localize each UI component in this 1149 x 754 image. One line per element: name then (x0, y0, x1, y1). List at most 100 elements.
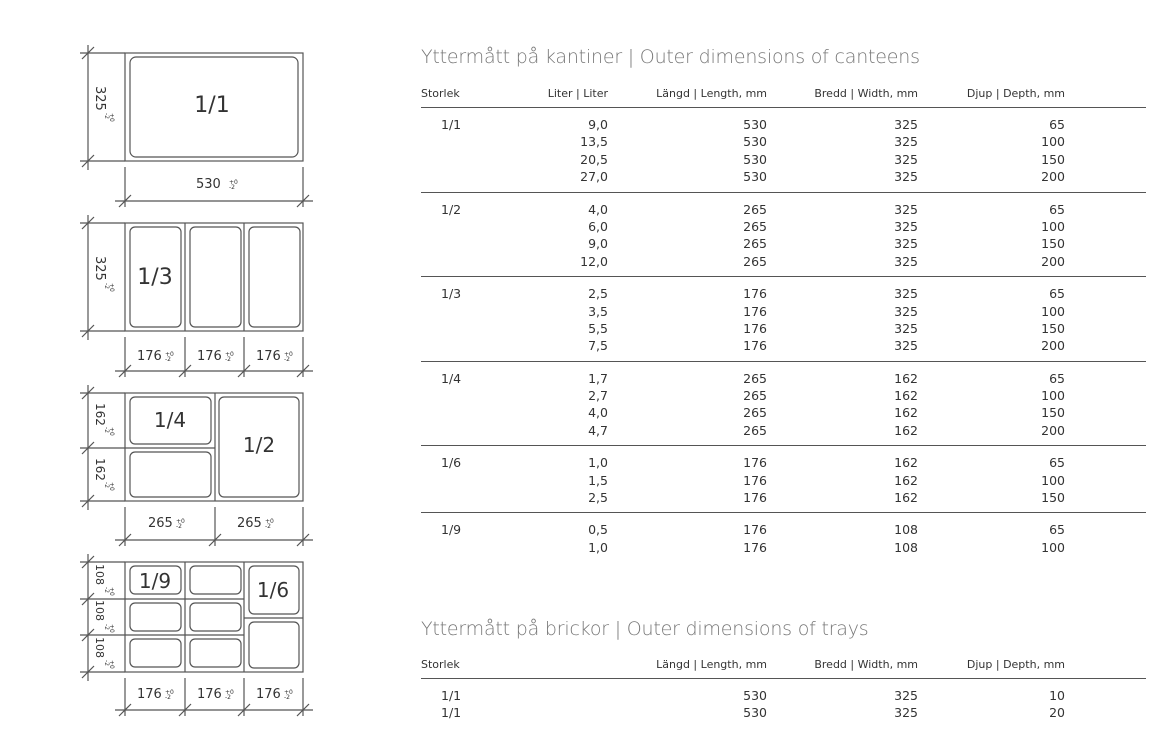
value-column: 530 530 (481, 687, 767, 722)
tolerance-value: -2 (103, 624, 110, 630)
dimension-line (237, 364, 251, 378)
value-column: 162 162 162 162 (767, 370, 918, 440)
tolerance-value: +0 (108, 427, 115, 436)
diagram-label: 1/9 (139, 569, 171, 593)
dim-label: 176 (256, 687, 281, 702)
size-label: 1/3 (441, 286, 462, 302)
table-cell: 265 (743, 370, 767, 386)
table-cell: 27,0 (580, 169, 608, 185)
table-cell: 150 (1041, 151, 1065, 167)
pan-1-6 (248, 621, 300, 669)
dim-label: 176 (137, 687, 162, 702)
tolerance-value: -2 (165, 694, 171, 701)
table-cell: 7,5 (588, 338, 608, 354)
table-cell: 9,0 (588, 117, 608, 132)
dimension-line (81, 555, 95, 569)
table-cell: 265 (743, 405, 767, 421)
table-cell: 530 (743, 169, 767, 185)
column-header: Storlek (421, 87, 460, 100)
size-label: 1/1 (441, 117, 462, 132)
table-cell: 1,5 (588, 472, 608, 488)
tolerance-value: -2 (103, 660, 110, 666)
tolerance-value: -2 (103, 482, 110, 488)
pan-1-3 (248, 226, 301, 328)
table-cell: 65 (1049, 370, 1065, 386)
tolerance-value: +0 (229, 179, 238, 186)
tolerance-value: +0 (176, 518, 185, 525)
tolerance-value: +0 (108, 660, 115, 669)
dimension-line (81, 628, 95, 642)
tolerance-label: +0-2 (103, 427, 115, 436)
pan-1-3 (189, 226, 242, 328)
table-cell: 200 (1041, 338, 1065, 354)
table-cell: 13,5 (580, 134, 608, 150)
table-cell: 150 (1041, 490, 1065, 506)
table-cell: 65 (1049, 201, 1065, 217)
dimension-line (118, 364, 132, 378)
tolerance-label: +0-2 (284, 351, 293, 363)
tolerance-value: -2 (225, 356, 231, 363)
table-cell: 325 (894, 169, 918, 185)
pan-1-4 (129, 396, 212, 445)
table-cell: 325 (894, 338, 918, 354)
table-cell: 150 (1041, 405, 1065, 421)
table-cell: 100 (1041, 303, 1065, 319)
value-column: 1,0 1,5 2,5 (481, 454, 608, 506)
dimension-line (118, 194, 132, 208)
table-cell: 530 (743, 117, 767, 132)
value-column: 265 265 265 265 (608, 201, 767, 271)
dim-label: 325 (92, 86, 107, 111)
value-column: 162 162 162 (767, 454, 918, 506)
column-header: Bredd | Width, mm (814, 658, 918, 671)
tolerance-value: +0 (225, 351, 234, 358)
table-cell: 265 (743, 253, 767, 269)
table-cell: 176 (743, 522, 767, 538)
dim-label: 176 (137, 349, 162, 364)
gastronorm-diagrams: 1/1 325 530 1/3 325 176 176 176 1/4 1/2 … (80, 45, 313, 717)
tolerance-label: +0-2 (103, 482, 115, 491)
size-cell: 1/9 (421, 521, 481, 556)
table-cell: 325 (894, 151, 918, 167)
dimension-line (118, 703, 132, 717)
pan-1-3 (129, 226, 182, 328)
value-column: 65 100 150 200 (918, 370, 1065, 440)
value-column: 65 100 150 200 (918, 116, 1065, 186)
dim-label: 325 (92, 256, 107, 281)
size-group: 1/9 0,5 1,0 176 176 108 108 65 100 (421, 513, 1146, 562)
value-column: 176 176 176 176 (608, 285, 767, 355)
diagram-label: 1/1 (194, 93, 229, 118)
tolerance-value: +0 (225, 689, 234, 696)
table-cell: 325 (894, 320, 918, 336)
value-column: 1,7 2,7 4,0 4,7 (481, 370, 608, 440)
diagram-label: 1/4 (154, 408, 186, 432)
table-cell: 1,0 (588, 539, 608, 555)
table-cell: 1/1 (441, 705, 462, 721)
dimension-line (118, 533, 132, 547)
dim-label: 176 (256, 349, 281, 364)
table-cell: 325 (894, 201, 918, 217)
table-cell: 3,5 (588, 303, 608, 319)
table-cell: 265 (743, 201, 767, 217)
value-column: 9,0 13,5 20,5 27,0 (481, 116, 608, 186)
tolerance-value: +0 (108, 587, 115, 596)
table-cell: 100 (1041, 388, 1065, 404)
table-cell: 162 (894, 490, 918, 506)
tray-outline (124, 561, 304, 673)
tray-rows: 1/1 1/1 530 530 325 325 10 20 (421, 679, 1146, 728)
table-cell: 325 (894, 286, 918, 302)
tolerance-label: +0-2 (103, 624, 115, 633)
table-cell: 5,5 (588, 320, 608, 336)
dim-label: 265 (237, 516, 262, 531)
table-cell: 162 (894, 370, 918, 386)
tolerance-value: +0 (108, 283, 115, 292)
dimension-line (208, 533, 222, 547)
table-cell: 100 (1041, 218, 1065, 234)
value-column: 4,0 6,0 9,0 12,0 (481, 201, 608, 271)
tolerance-value: +0 (265, 518, 274, 525)
table-cell: 200 (1041, 169, 1065, 185)
tolerance-label: +0-2 (165, 689, 174, 701)
trays-title: Yttermått på brickor | Outer dimensions … (421, 618, 869, 640)
size-group: 1/4 1,7 2,7 4,0 4,7 265 265 265 265 162 162 162 162 6… (421, 362, 1146, 447)
value-column: 176 176 176 (608, 454, 767, 506)
dim-label: 162 (93, 403, 107, 426)
